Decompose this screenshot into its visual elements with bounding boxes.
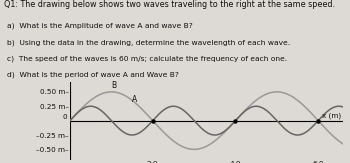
Text: c)  The speed of the waves is 60 m/s; calculate the frequency of each one.: c) The speed of the waves is 60 m/s; cal… [7,55,287,62]
Text: Q1: The drawing below shows two waves traveling to the right at the same speed.: Q1: The drawing below shows two waves tr… [4,0,335,9]
Text: x (m): x (m) [322,113,341,119]
Text: 0: 0 [62,114,67,120]
Text: b)  Using the data in the drawing, determine the wavelength of each wave.: b) Using the data in the drawing, determ… [7,39,290,46]
Text: a)  What is the Amplitude of wave A and wave B?: a) What is the Amplitude of wave A and w… [7,23,193,29]
Text: d)  What is the period of wave A and Wave B?: d) What is the period of wave A and Wave… [7,72,179,78]
Text: B: B [111,81,116,89]
Text: A: A [132,95,137,104]
